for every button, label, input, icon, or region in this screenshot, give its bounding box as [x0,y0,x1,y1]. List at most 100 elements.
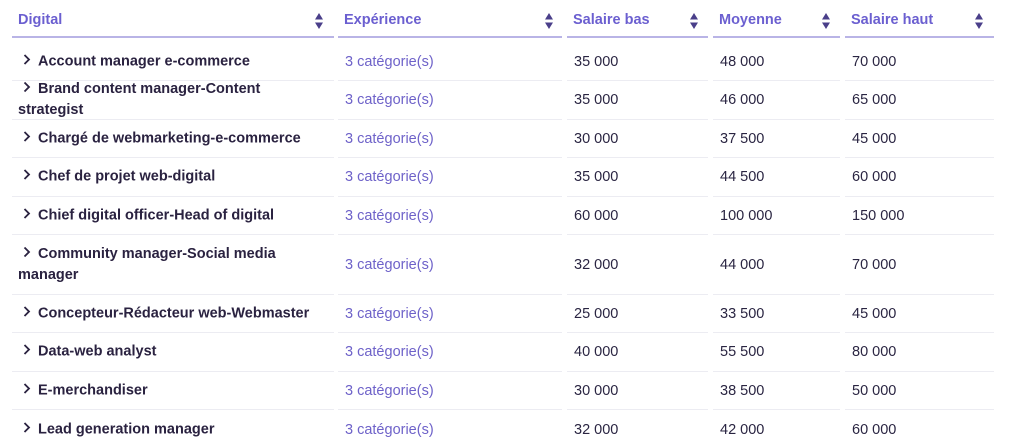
job-title: Data-web analyst [38,343,157,360]
experience-link[interactable]: 3 catégorie(s) [345,130,434,147]
salaire-haut-cell: 50 000 [845,372,994,410]
job-title: Chef de projet web-digital [38,168,216,185]
experience-link[interactable]: 3 catégorie(s) [345,382,434,399]
table-row[interactable]: Community manager-Social media manager 3… [0,235,1024,295]
table-row[interactable]: Chief digital officer-Head of digital 3 … [0,197,1024,235]
job-title-cell[interactable]: E-merchandiser [12,372,334,410]
moyenne-value: 38 500 [720,382,765,399]
salaire-bas-cell: 32 000 [567,235,708,295]
chevron-right-icon[interactable] [22,130,32,142]
salaire-bas-value: 35 000 [574,92,619,108]
experience-cell[interactable]: 3 catégorie(s) [338,43,562,81]
salaire-haut-value: 80 000 [852,344,897,360]
experience-cell[interactable]: 3 catégorie(s) [338,158,562,197]
salaire-bas-value: 32 000 [574,256,619,273]
salaire-bas-cell: 25 000 [567,295,708,333]
experience-cell[interactable]: 3 catégorie(s) [338,372,562,410]
experience-cell[interactable]: 3 catégorie(s) [338,120,562,158]
experience-link[interactable]: 3 catégorie(s) [345,53,434,70]
salaire-haut-cell: 60 000 [845,410,994,446]
experience-cell[interactable]: 3 catégorie(s) [338,333,562,372]
moyenne-cell: 46 000 [713,81,840,120]
experience-link[interactable]: 3 catégorie(s) [345,344,434,360]
column-header-moyenne[interactable]: Moyenne [713,0,840,38]
table-row[interactable]: Chargé de webmarketing-e-commerce 3 caté… [0,120,1024,158]
experience-link[interactable]: 3 catégorie(s) [345,305,434,322]
table-row[interactable]: Lead generation manager 3 catégorie(s) 3… [0,410,1024,446]
job-title-cell[interactable]: Chargé de webmarketing-e-commerce [12,120,334,158]
column-header-salaire-bas[interactable]: Salaire bas [567,0,708,38]
chevron-right-icon[interactable] [22,344,32,356]
column-header-label: Moyenne [719,12,782,28]
moyenne-cell: 37 500 [713,120,840,158]
salaire-bas-cell: 32 000 [567,410,708,446]
experience-link[interactable]: 3 catégorie(s) [345,256,434,273]
salaire-bas-value: 40 000 [574,344,619,360]
chevron-right-icon[interactable] [22,382,32,394]
salaire-bas-value: 30 000 [574,382,619,399]
chevron-right-icon[interactable] [22,422,32,434]
job-title-cell[interactable]: Chef de projet web-digital [12,158,334,197]
table-row[interactable]: Concepteur-Rédacteur web-Webmaster 3 cat… [0,295,1024,333]
column-header-experience[interactable]: Expérience [338,0,562,38]
column-header-digital[interactable]: Digital [12,0,334,38]
moyenne-cell: 48 000 [713,43,840,81]
salaire-haut-cell: 60 000 [845,158,994,197]
moyenne-cell: 44 000 [713,235,840,295]
moyenne-cell: 100 000 [713,197,840,235]
job-title: Community manager-Social media manager [18,245,276,283]
salaire-haut-value: 50 000 [852,382,897,399]
column-header-label: Digital [18,12,63,28]
job-title: Chargé de webmarketing-e-commerce [38,130,301,146]
job-title: Chief digital officer-Head of digital [38,207,275,223]
moyenne-value: 37 500 [720,130,765,147]
experience-cell[interactable]: 3 catégorie(s) [338,410,562,446]
salaire-haut-value: 150 000 [852,207,905,224]
job-title-cell[interactable]: Chief digital officer-Head of digital [12,197,334,235]
salaire-bas-cell: 30 000 [567,372,708,410]
moyenne-value: 46 000 [720,92,765,108]
job-title-cell[interactable]: Account manager e-commerce [12,43,334,81]
sort-icon[interactable] [314,12,324,30]
job-title: E-merchandiser [38,382,148,398]
salaire-bas-cell: 35 000 [567,43,708,81]
moyenne-value: 33 500 [720,305,765,322]
chevron-right-icon[interactable] [22,53,32,65]
chevron-right-icon[interactable] [22,81,32,93]
table-row[interactable]: Brand content manager-Content strategist… [0,81,1024,120]
sort-icon[interactable] [821,12,831,30]
job-title-cell[interactable]: Data-web analyst [12,333,334,372]
salaire-haut-cell: 70 000 [845,43,994,81]
chevron-right-icon[interactable] [22,246,32,258]
table-row[interactable]: Account manager e-commerce 3 catégorie(s… [0,43,1024,81]
experience-link[interactable]: 3 catégorie(s) [345,422,434,438]
experience-cell[interactable]: 3 catégorie(s) [338,295,562,333]
sort-icon[interactable] [974,12,984,30]
experience-cell[interactable]: 3 catégorie(s) [338,235,562,295]
job-title-cell[interactable]: Brand content manager-Content strategist [12,81,334,120]
column-header-salaire-haut[interactable]: Salaire haut [845,0,994,38]
job-title-cell[interactable]: Concepteur-Rédacteur web-Webmaster [12,295,334,333]
job-title-cell[interactable]: Lead generation manager [12,410,334,446]
job-title: Account manager e-commerce [38,53,250,69]
chevron-right-icon[interactable] [22,305,32,317]
salaire-bas-cell: 40 000 [567,333,708,372]
moyenne-value: 100 000 [720,207,773,224]
experience-link[interactable]: 3 catégorie(s) [345,92,434,108]
salaire-bas-cell: 60 000 [567,197,708,235]
table-row[interactable]: E-merchandiser 3 catégorie(s) 30 000 38 … [0,372,1024,410]
table-row[interactable]: Data-web analyst 3 catégorie(s) 40 000 5… [0,333,1024,372]
experience-link[interactable]: 3 catégorie(s) [345,169,434,185]
sort-icon[interactable] [689,12,699,30]
salaire-bas-value: 25 000 [574,305,619,322]
job-title-cell[interactable]: Community manager-Social media manager [12,235,334,295]
experience-cell[interactable]: 3 catégorie(s) [338,81,562,120]
moyenne-cell: 38 500 [713,372,840,410]
table-row[interactable]: Chef de projet web-digital 3 catégorie(s… [0,158,1024,197]
chevron-right-icon[interactable] [22,207,32,219]
experience-cell[interactable]: 3 catégorie(s) [338,197,562,235]
experience-link[interactable]: 3 catégorie(s) [345,207,434,224]
chevron-right-icon[interactable] [22,169,32,181]
sort-icon[interactable] [544,12,554,30]
